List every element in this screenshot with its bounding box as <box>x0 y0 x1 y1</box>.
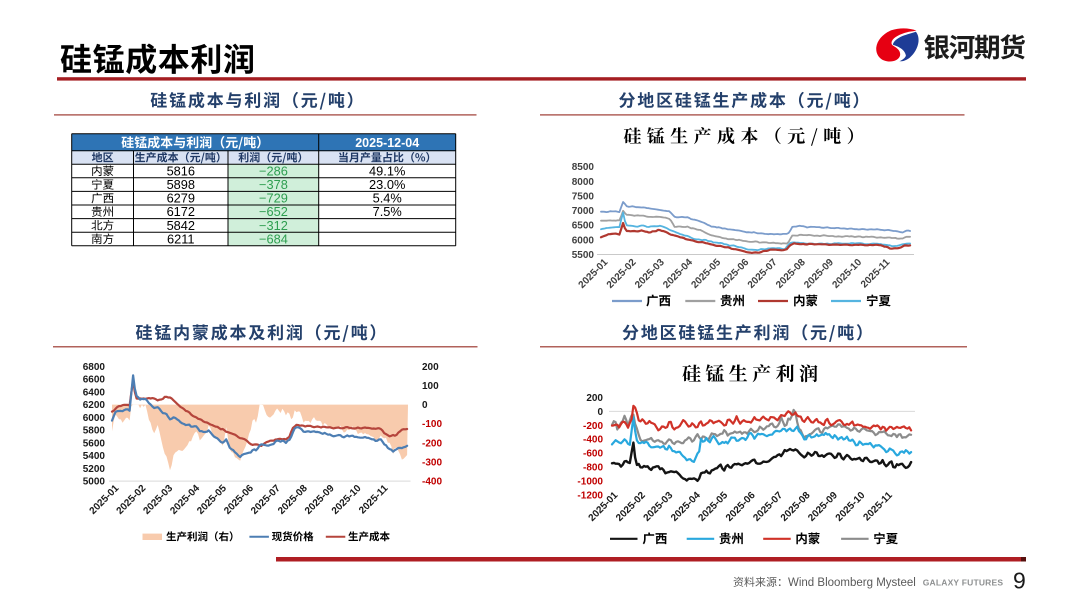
svg-text:5500: 5500 <box>572 250 595 261</box>
svg-text:-400: -400 <box>422 477 442 488</box>
svg-text:5800: 5800 <box>83 426 106 437</box>
svg-text:7000: 7000 <box>572 206 595 217</box>
svg-text:6500: 6500 <box>572 221 595 232</box>
svg-text:0: 0 <box>597 407 603 418</box>
svg-text:−286: −286 <box>259 163 288 178</box>
svg-text:5200: 5200 <box>83 464 106 475</box>
svg-text:5.4%: 5.4% <box>373 191 402 206</box>
svg-text:6279: 6279 <box>167 191 195 206</box>
svg-text:23.0%: 23.0% <box>369 177 405 192</box>
svg-text:−378: −378 <box>259 177 288 192</box>
svg-text:6400: 6400 <box>83 387 106 398</box>
svg-text:Wind Bloomberg Mysteel: Wind Bloomberg Mysteel <box>788 577 916 589</box>
svg-text:6000: 6000 <box>572 235 595 246</box>
svg-text:200: 200 <box>422 362 439 373</box>
svg-text:0: 0 <box>422 400 428 411</box>
svg-text:8500: 8500 <box>572 162 595 173</box>
svg-text:6600: 6600 <box>83 375 106 386</box>
svg-text:-400: -400 <box>583 435 603 446</box>
svg-text:-100: -100 <box>422 419 442 430</box>
svg-text:-800: -800 <box>583 463 603 474</box>
svg-text:-600: -600 <box>583 449 603 460</box>
svg-text:100: 100 <box>422 381 439 392</box>
svg-text:-200: -200 <box>422 438 442 449</box>
svg-text:7500: 7500 <box>572 191 595 202</box>
svg-text:−652: −652 <box>259 204 288 219</box>
svg-text:6800: 6800 <box>83 362 106 373</box>
svg-text:6000: 6000 <box>83 413 106 424</box>
svg-text:7.5%: 7.5% <box>373 204 402 219</box>
svg-text:6200: 6200 <box>83 400 106 411</box>
svg-text:-1200: -1200 <box>577 490 603 501</box>
svg-text:5400: 5400 <box>83 451 106 462</box>
svg-text:GALAXY FUTURES: GALAXY FUTURES <box>923 578 1004 588</box>
svg-text:-300: -300 <box>422 458 442 469</box>
svg-text:5000: 5000 <box>83 477 106 488</box>
svg-text:6172: 6172 <box>167 204 195 219</box>
svg-text:2025-12-04: 2025-12-04 <box>355 136 419 150</box>
svg-text:−312: −312 <box>259 218 288 233</box>
svg-text:6211: 6211 <box>167 231 195 246</box>
svg-text:5600: 5600 <box>83 438 106 449</box>
svg-text:5898: 5898 <box>167 177 195 192</box>
svg-text:−729: −729 <box>259 191 288 206</box>
svg-text:-1000: -1000 <box>577 476 603 487</box>
svg-text:-200: -200 <box>583 421 603 432</box>
svg-text:8000: 8000 <box>572 177 595 188</box>
svg-text:5842: 5842 <box>167 218 195 233</box>
svg-text:9: 9 <box>1013 568 1026 594</box>
svg-text:49.1%: 49.1% <box>369 163 405 178</box>
svg-text:200: 200 <box>586 393 603 404</box>
svg-text:5816: 5816 <box>167 163 195 178</box>
svg-text:−684: −684 <box>259 231 288 246</box>
